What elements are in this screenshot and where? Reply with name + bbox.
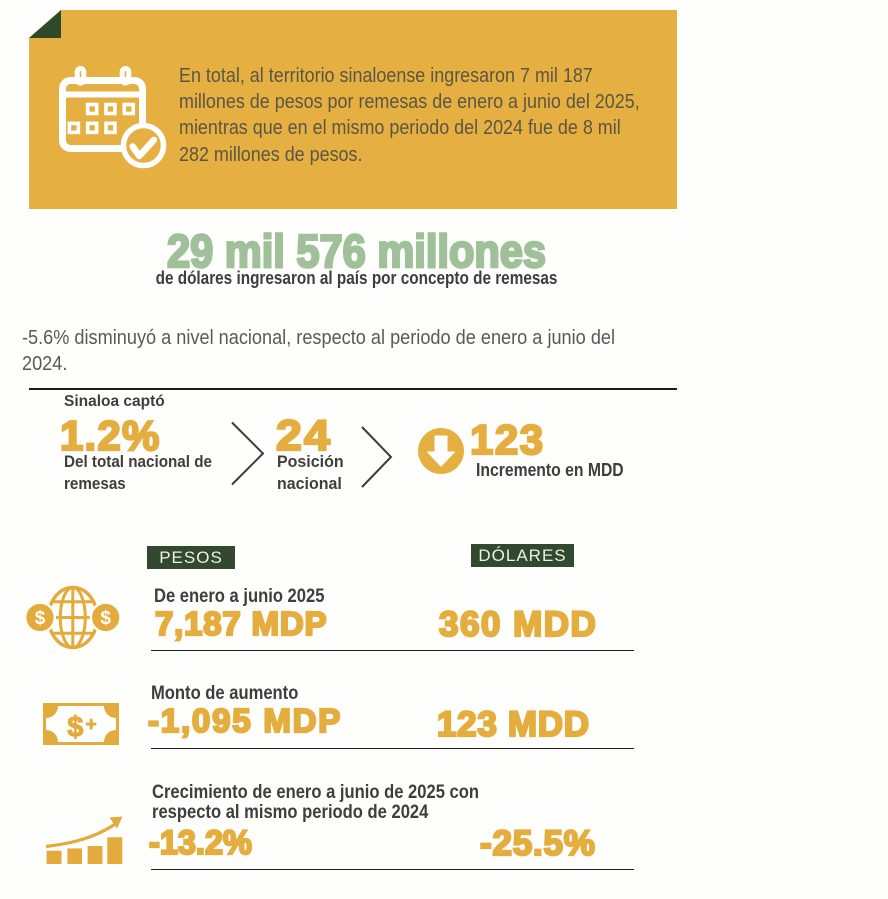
svg-text:$: $ <box>100 608 111 629</box>
svg-text:+: + <box>86 715 97 736</box>
svg-text:$: $ <box>35 608 46 629</box>
svg-text:$: $ <box>67 712 83 744</box>
